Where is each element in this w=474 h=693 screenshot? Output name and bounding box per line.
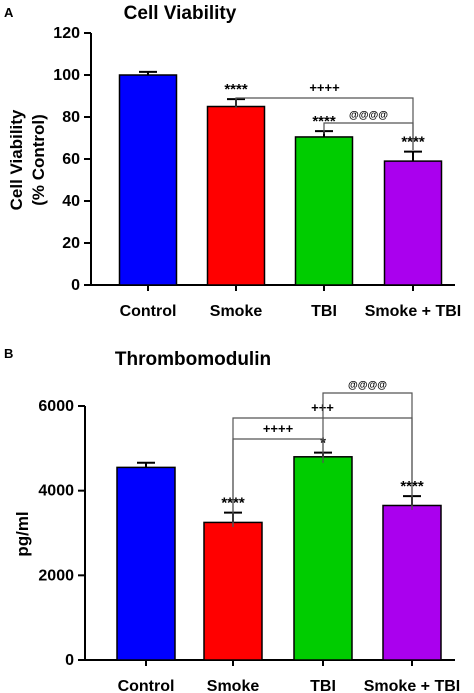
panel-a-y-tick-label: 60 xyxy=(62,151,80,168)
panel-a-comparison-bracket xyxy=(323,122,414,150)
panel-b-category-label: Smoke + TBI xyxy=(364,678,460,693)
panel-a-y-tick-label: 120 xyxy=(53,25,80,42)
panel-a-y-tick-label: 80 xyxy=(62,109,80,126)
panel-a-plot: 0 20 40 60 80 100 120 Control Smoke **** TBI **** Sm… xyxy=(53,25,461,320)
panel-b-y-tick-label: 0 xyxy=(65,652,74,669)
panel-a-y-tick-label: 20 xyxy=(62,235,80,252)
panel-a-letter: A xyxy=(4,5,14,20)
panel-b-comparison-bracket xyxy=(322,392,413,508)
panel-b-bar xyxy=(116,466,176,661)
panel-b-bar xyxy=(382,504,442,661)
panel-a-bar-significance: **** xyxy=(312,113,336,130)
panel-a-bar xyxy=(383,160,443,286)
panel-b-category-label: TBI xyxy=(310,678,336,693)
panel-b-bar xyxy=(293,456,353,661)
panel-a-y-tick-label: 0 xyxy=(71,277,80,294)
panel-b-title: Thrombomodulin xyxy=(115,349,271,370)
panel-a-bar xyxy=(206,105,266,286)
panel-a-y-tick-label: 100 xyxy=(53,67,80,84)
panel-a-bar xyxy=(118,74,178,286)
panel-a-ylabel-line2: (% Control) xyxy=(29,114,48,206)
panel-a-y-tick-label: 40 xyxy=(62,193,80,210)
panel-b-y-tick-label: 6000 xyxy=(38,398,74,415)
panel-b-y-tick-label: 4000 xyxy=(38,483,74,500)
panel-b-ylabel-line1: pg/ml xyxy=(13,511,32,556)
panel-a-title: Cell Viability xyxy=(124,3,237,24)
panel-a-ylabel: Cell Viability (% Control) xyxy=(7,109,48,210)
panel-b-category-label: Control xyxy=(118,678,175,693)
panel-a-category-label: Smoke xyxy=(210,303,263,320)
panel-a-comparison-label: @@@@ xyxy=(349,110,388,121)
panel-a-category-label: TBI xyxy=(311,303,337,320)
panel-b-comparison-label: @@@@ xyxy=(348,380,387,391)
panel-a-bar-significance: **** xyxy=(224,81,248,98)
panel-b-ylabel: pg/ml xyxy=(13,511,32,556)
panel-b-comparison-label: ++++ xyxy=(263,421,294,436)
panel-a-bar xyxy=(294,136,354,286)
panel-b-letter: B xyxy=(4,346,13,361)
panel-a-comparison-label: ++++ xyxy=(309,80,340,95)
panel-a-category-label: Control xyxy=(120,303,177,320)
panel-b-y-tick-label: 2000 xyxy=(38,567,74,584)
panel-a-category-label: Smoke + TBI xyxy=(365,303,461,320)
panel-b-category-label: Smoke xyxy=(207,678,260,693)
panel-a-ylabel-line1: Cell Viability xyxy=(7,109,26,210)
panel-b-bar xyxy=(203,521,263,661)
